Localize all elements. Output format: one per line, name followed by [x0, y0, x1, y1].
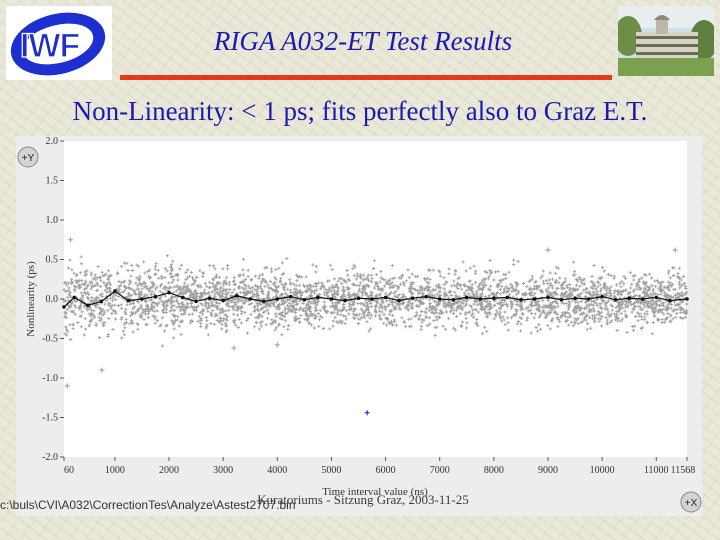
outlier-point [231, 345, 237, 351]
y-cursor-label: +Y [22, 153, 35, 164]
x-axis-label: Time interval value (ns) [322, 486, 428, 498]
footer-meeting-info: Kuratoriums - Sitzung Graz, 2003-11-25 [257, 492, 469, 507]
mean-line-layer [62, 289, 689, 309]
outlier-point [672, 247, 678, 253]
mean-point [343, 298, 347, 303]
x-tick-label: 5000 [321, 465, 341, 476]
mean-point [478, 297, 483, 301]
mean-point [302, 297, 307, 302]
mean-point [613, 297, 618, 302]
x-axis: 60 1000 2000 3000 4000 5000 6000 7000 8000 9000 10… [63, 457, 696, 476]
mean-point [180, 295, 185, 300]
mean-point [573, 296, 577, 301]
mean-point [424, 294, 428, 299]
mean-point [559, 297, 564, 302]
mean-point [140, 297, 144, 301]
x-tick-label: 1000 [105, 465, 125, 476]
mean-point [221, 298, 225, 303]
x-tick-label: 8000 [484, 465, 504, 476]
svg-text:IWF: IWF [20, 27, 80, 65]
y-tick-label: 2.0 [46, 136, 59, 147]
mean-point [329, 297, 334, 301]
y-tick-label: -0.5 [42, 334, 58, 345]
x-tick-label: 10000 [590, 465, 615, 476]
outlier-point [64, 383, 70, 389]
mean-point [167, 290, 171, 295]
mean-point [99, 299, 104, 304]
mean-point [234, 294, 239, 298]
mean-point [275, 297, 280, 301]
x-tick-label: 3000 [213, 465, 233, 476]
file-path: c:\buls\CVI\A032\CorrectionTes\Analyze\A… [0, 498, 296, 512]
x-cursor-button[interactable]: +X [680, 491, 702, 513]
x-tick-label: 4000 [267, 465, 287, 476]
x-tick-label: 6000 [376, 465, 396, 476]
y-tick-label: -2.0 [42, 452, 58, 463]
mean-point [86, 303, 90, 308]
mean-point [627, 296, 631, 301]
mean-point [113, 289, 117, 293]
outlier-point [274, 342, 280, 348]
mean-point [397, 298, 401, 303]
x-tick-label: 60 [64, 465, 74, 476]
x-tick-label: 11568 [671, 465, 696, 476]
mean-point [289, 294, 293, 299]
y-tick-label: 0.5 [46, 255, 59, 266]
y-tick-label: 1.5 [46, 176, 59, 187]
mean-point [654, 295, 659, 300]
x-cursor-label: +X [685, 498, 698, 509]
y-tick-label: 1.0 [46, 215, 59, 226]
outlier-point [67, 237, 73, 243]
slide-subtitle: Non-Linearity: < 1 ps; fits perfectly al… [72, 96, 648, 126]
mean-point [685, 297, 689, 301]
mean-point [207, 296, 212, 301]
iwf-logo: IWF [6, 6, 112, 80]
mean-point [505, 295, 510, 300]
mean-point [316, 295, 320, 300]
mean-point [370, 297, 374, 301]
outlier-point [99, 367, 105, 373]
x-tick-label: 2000 [159, 465, 179, 476]
mean-point [261, 299, 266, 304]
mean-point [451, 297, 456, 302]
y-tick-label: -1.5 [42, 413, 58, 424]
y-tick-label: 0.0 [46, 294, 59, 305]
mean-point [153, 294, 158, 299]
nonlinearity-chart: 2.0 1.5 1.0 0.5 0.0 -0.5 -1.0 -1.5 -2.0 60 1000 20… [16, 136, 702, 516]
mean-point [640, 297, 645, 301]
mean-point [600, 294, 604, 299]
x-tick-label: 9000 [538, 465, 558, 476]
mean-point [586, 297, 591, 301]
y-axis-label: Nonlinearity (ps) [25, 261, 37, 337]
mean-point [532, 297, 537, 301]
mean-point [519, 297, 523, 302]
x-tick-label: 11000 [644, 465, 669, 476]
mean-point [410, 296, 415, 301]
mean-point [194, 299, 198, 304]
y-cursor-button[interactable]: +Y [17, 146, 39, 168]
title-underline [120, 75, 612, 80]
mean-point [126, 298, 131, 303]
mean-point [464, 295, 469, 300]
mean-point [248, 297, 253, 301]
mean-point [72, 295, 77, 300]
institute-building-photo [618, 6, 714, 76]
y-tick-label: -1.0 [42, 373, 58, 384]
mean-point [383, 295, 388, 300]
y-axis: 2.0 1.5 1.0 0.5 0.0 -0.5 -1.0 -1.5 -2.0 [42, 136, 64, 463]
mean-point [667, 298, 672, 303]
mean-point [356, 296, 361, 301]
mean-point [437, 297, 442, 301]
mean-point [492, 296, 496, 301]
slide-title: RIGA A032-ET Test Results [213, 26, 513, 56]
outlier-point [545, 247, 551, 253]
mean-point [546, 295, 550, 300]
outlier-point [364, 410, 370, 416]
mean-point [62, 305, 66, 309]
x-tick-label: 7000 [430, 465, 450, 476]
